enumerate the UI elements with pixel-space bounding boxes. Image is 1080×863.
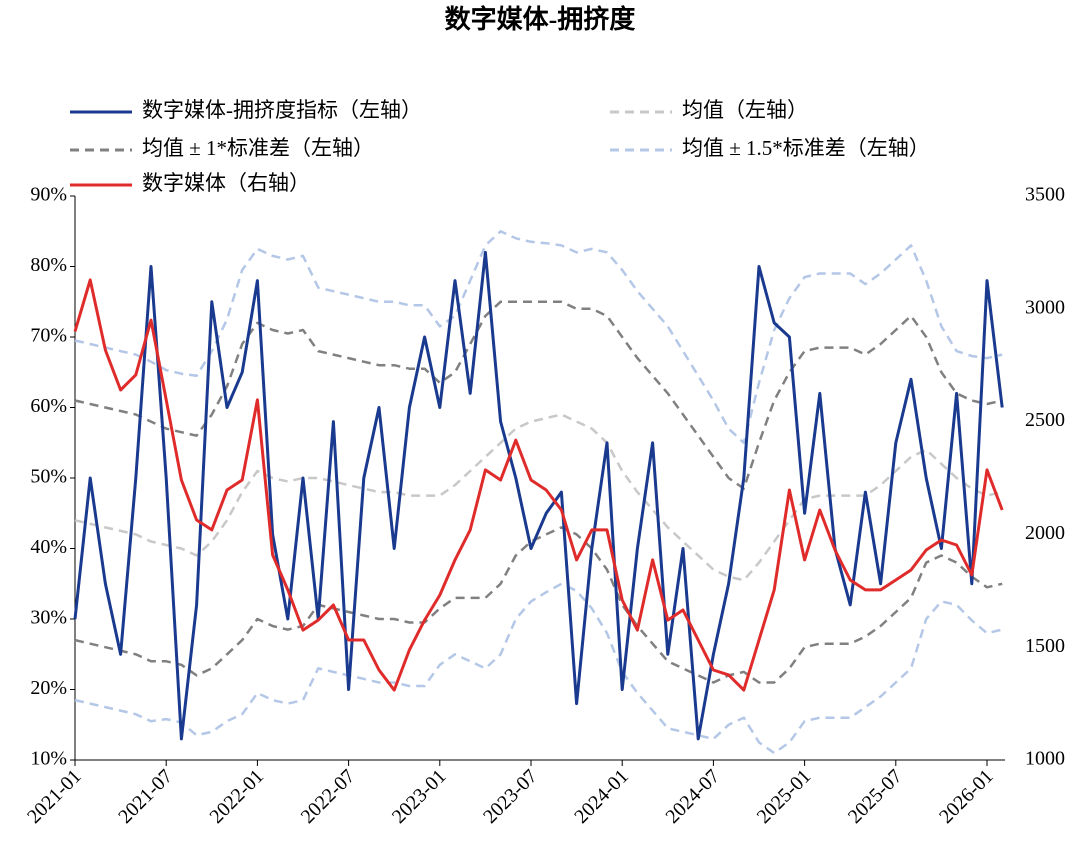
legend-label: 数字媒体（右轴） bbox=[142, 171, 310, 195]
y2-tick-label: 1000 bbox=[1025, 748, 1065, 770]
y2-tick-label: 1500 bbox=[1025, 635, 1065, 657]
y-tick-label: 10% bbox=[30, 748, 67, 770]
x-tick-label: 2024-01 bbox=[570, 765, 633, 828]
x-tick-label: 2022-01 bbox=[205, 765, 268, 828]
y-tick-label: 30% bbox=[30, 607, 67, 629]
chart-title: 数字媒体-拥挤度 bbox=[445, 4, 636, 34]
y2-tick-label: 3500 bbox=[1025, 184, 1065, 206]
x-tick-label: 2026-01 bbox=[935, 765, 998, 828]
legend-label: 均值（左轴） bbox=[682, 98, 808, 122]
series-line bbox=[74, 526, 1003, 684]
x-tick-label: 2025-01 bbox=[753, 765, 816, 828]
series-line bbox=[74, 413, 1003, 582]
x-tick-label: 2025-07 bbox=[844, 765, 907, 828]
y-tick-label: 40% bbox=[30, 536, 67, 558]
series-line bbox=[74, 300, 1003, 490]
series-line bbox=[73, 278, 1004, 692]
y-tick-label: 90% bbox=[30, 184, 67, 206]
series-line bbox=[74, 230, 1003, 445]
y-tick-label: 80% bbox=[30, 254, 67, 276]
series-line bbox=[74, 582, 1003, 755]
x-tick-label: 2021-07 bbox=[114, 765, 177, 828]
y2-tick-label: 2500 bbox=[1025, 409, 1065, 431]
series-line bbox=[73, 250, 1004, 741]
x-tick-label: 2024-07 bbox=[661, 765, 724, 828]
legend-label: 均值 ± 1*标准差（左轴） bbox=[142, 136, 374, 160]
y2-tick-label: 3000 bbox=[1025, 296, 1065, 318]
x-tick-label: 2022-07 bbox=[297, 765, 360, 828]
y2-tick-label: 2000 bbox=[1025, 522, 1065, 544]
y-tick-label: 60% bbox=[30, 395, 67, 417]
x-tick-label: 2023-01 bbox=[388, 765, 451, 828]
legend-label: 均值 ± 1.5*标准差（左轴） bbox=[682, 136, 930, 160]
y-tick-label: 50% bbox=[30, 466, 67, 488]
x-tick-label: 2021-01 bbox=[23, 765, 86, 828]
legend-label: 数字媒体-拥挤度指标（左轴） bbox=[142, 98, 422, 122]
y-tick-label: 70% bbox=[30, 325, 67, 347]
y-tick-label: 20% bbox=[30, 677, 67, 699]
x-tick-label: 2023-07 bbox=[479, 765, 542, 828]
